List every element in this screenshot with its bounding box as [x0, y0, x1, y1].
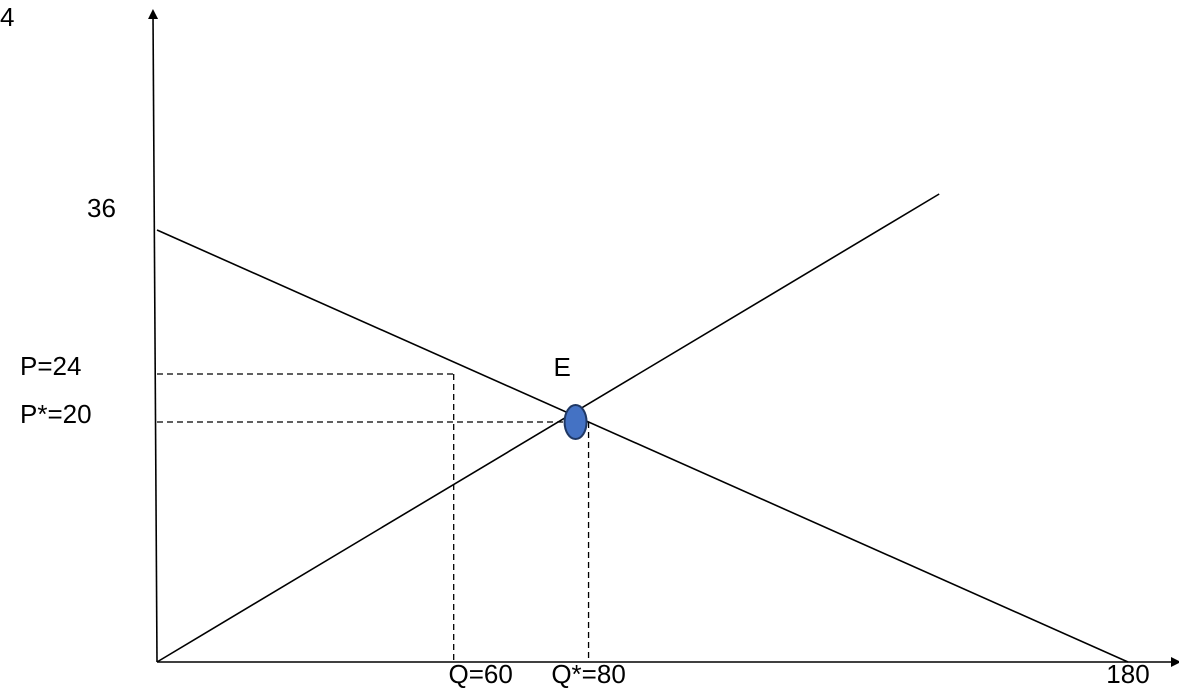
y-tick-label: P=24	[20, 351, 81, 381]
y-axis	[148, 9, 159, 663]
series-line-1	[156, 229, 1129, 663]
reference-lines	[157, 373, 590, 662]
series-lines	[156, 193, 1129, 663]
series-line-2	[156, 193, 940, 663]
x-tick-label: Q=60	[449, 659, 513, 689]
x-tick-label: 180	[1106, 659, 1149, 689]
x-tick-label: Q*=80	[551, 659, 625, 689]
equilibrium-point	[563, 404, 588, 440]
y-tick-labels: 36 P=24 P*=20	[20, 193, 116, 429]
equilibrium-label: E	[554, 352, 571, 382]
x-tick-labels: Q=60 Q*=80 180	[449, 659, 1150, 689]
y-tick-label: P*=20	[20, 399, 92, 429]
y-tick-label: 36	[87, 193, 116, 223]
corner-label: 4	[0, 2, 14, 32]
